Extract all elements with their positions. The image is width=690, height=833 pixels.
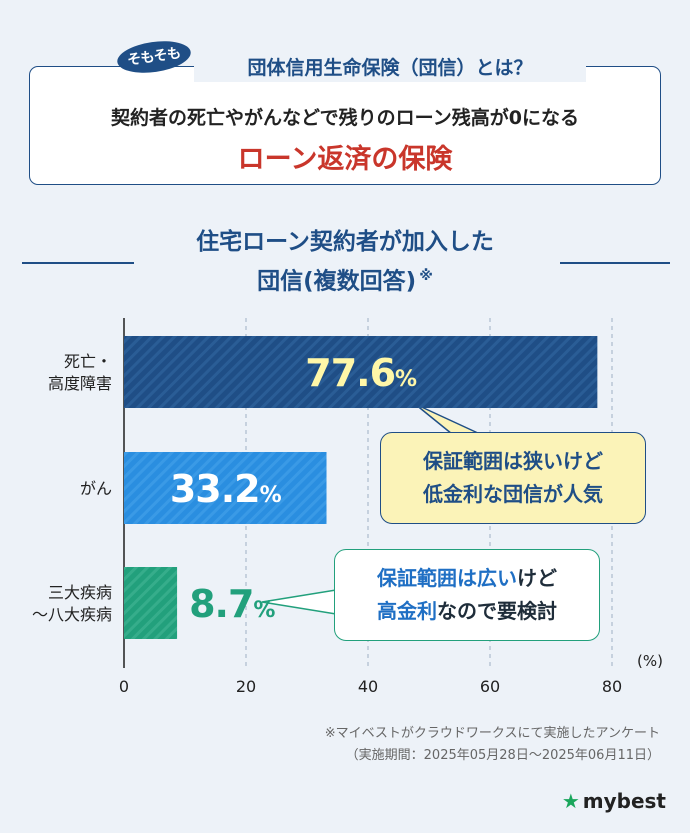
intro-box: 契約者の死亡やがんなどで残りのローン残高が0になる ローン返済の保険 xyxy=(29,66,661,185)
bar-value-label: 33.2% xyxy=(170,467,282,511)
callout-wide-line1-rest: けど xyxy=(517,566,557,590)
intro-highlight: ローン返済の保険 xyxy=(237,144,453,175)
heading-title: 団体信用生命保険（団信）とは？ xyxy=(194,54,586,82)
callout-wide-line2-highlight: 高金利 xyxy=(377,599,437,623)
x-tick-label: 40 xyxy=(358,677,378,696)
bar-2 xyxy=(124,567,178,639)
x-tick-label: 60 xyxy=(480,677,500,696)
mybest-logo: ★ mybest xyxy=(562,789,666,813)
category-label: 高度障害 xyxy=(48,374,112,393)
title-rule-left xyxy=(22,262,134,264)
footnote-mark: ※ xyxy=(419,268,433,284)
survey-period: （実施期間：2025年05月28日～2025年06月11日） xyxy=(345,748,660,763)
category-label: 三大疾病 xyxy=(48,583,112,602)
bar-0 xyxy=(124,336,598,408)
category-label: 死亡・ xyxy=(64,352,112,371)
chart-title-text: 団信(複数回答) xyxy=(257,268,417,295)
x-tick-label: 0 xyxy=(119,677,129,696)
callout-pointer xyxy=(414,403,481,435)
callout-narrow-coverage: 保証範囲は狭いけど 低金利な団信が人気 xyxy=(380,432,646,524)
callout-wide-line1: 保証範囲は広いけど xyxy=(335,562,599,595)
bar-value-label: 77.6% xyxy=(305,351,417,395)
intro-text: 契約者の死亡やがんなどで残りのローン残高が0になる xyxy=(111,107,579,129)
x-tick-label: 80 xyxy=(602,677,622,696)
bar-value-label: 8.7% xyxy=(189,582,275,626)
chart-title-line1: 住宅ローン契約者が加入した xyxy=(196,229,494,255)
callout-wide-coverage: 保証範囲は広いけど 高金利なので要検討 xyxy=(334,549,600,641)
axis-unit-label: (%) xyxy=(637,652,663,670)
x-tick-label: 20 xyxy=(236,677,256,696)
callout-wide-line2: 高金利なので要検討 xyxy=(335,595,599,628)
callout-narrow-line2: 低金利な団信が人気 xyxy=(423,482,603,506)
category-label: がん xyxy=(80,479,112,498)
category-label: ～八大疾病 xyxy=(32,605,112,624)
title-rule-right xyxy=(560,262,670,264)
bar-1 xyxy=(124,452,327,524)
callout-wide-line1-highlight: 保証範囲は広い xyxy=(377,566,517,590)
survey-note: ※マイベストがクラウドワークスにて実施したアンケート xyxy=(324,726,660,741)
star-icon: ★ xyxy=(561,789,580,813)
logo-text: mybest xyxy=(582,789,666,813)
callout-narrow-line1: 保証範囲は狭いけど xyxy=(423,449,603,473)
chart-title-line2: 団信(複数回答) ※ xyxy=(130,260,560,299)
callout-wide-line2-rest: なので要検討 xyxy=(437,599,557,623)
